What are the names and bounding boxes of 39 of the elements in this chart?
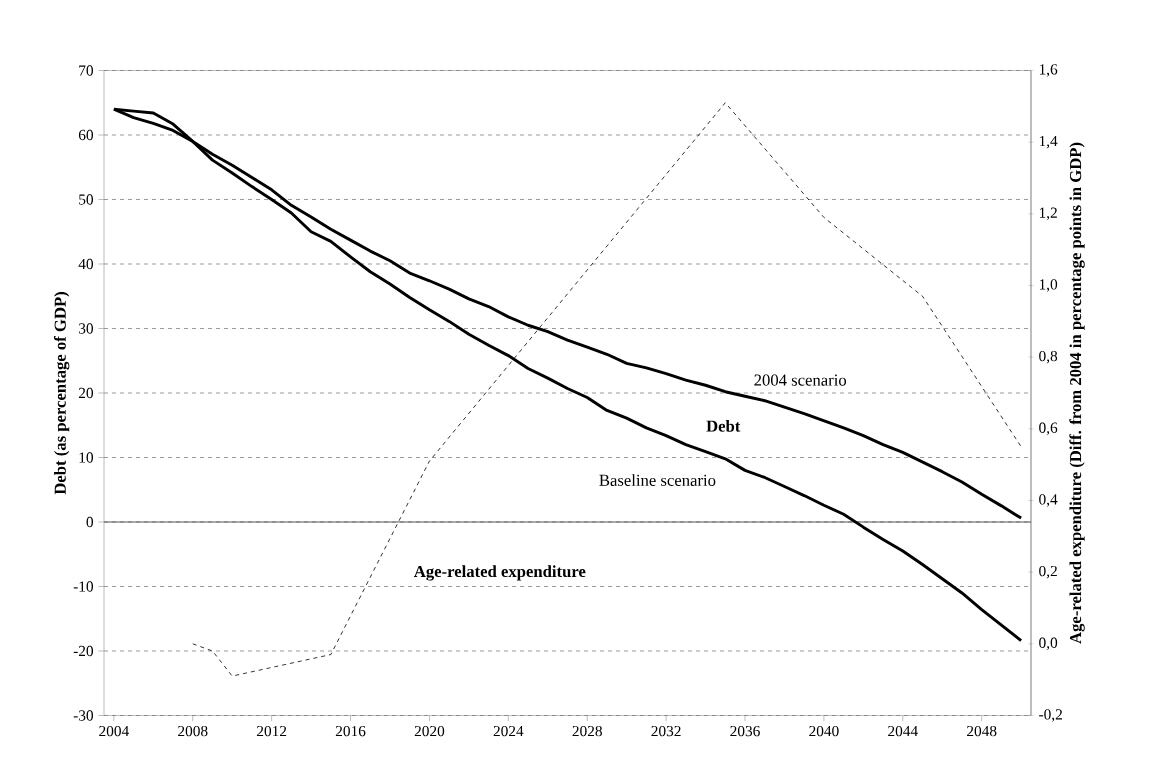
- x-tick-label: 2016: [335, 725, 366, 737]
- y-tick-label: -30: [73, 710, 94, 721]
- y-tick-label: 60: [78, 129, 94, 141]
- y-tick-label: 70: [79, 65, 94, 76]
- x-tick-label: 2024: [493, 725, 524, 737]
- x-tick-label: 2036: [730, 725, 760, 737]
- y-tick-label: 0: [86, 516, 94, 528]
- y-tick-label: -10: [73, 581, 94, 592]
- y-tick-label: -20: [73, 645, 94, 657]
- x-tick-label: 2020: [414, 725, 445, 737]
- y-tick-label: 50: [79, 194, 94, 205]
- y2-tick-label: 0,2: [1039, 565, 1057, 579]
- y2-tick-label: 1,6: [1039, 64, 1058, 77]
- y2-tick-label: 0,4: [1039, 494, 1058, 507]
- y2-tick-label: 0,6: [1039, 422, 1058, 436]
- x-tick-label: 2008: [178, 725, 208, 737]
- annotation: Debt: [706, 420, 741, 432]
- x-tick-label: 2048: [967, 725, 997, 737]
- y2-tick-label: 1,4: [1039, 135, 1058, 149]
- y-tick-label: 20: [78, 387, 94, 399]
- x-tick-label: 2044: [888, 725, 918, 737]
- y-tick-label: 40: [78, 258, 94, 270]
- y2-tick-label: 0,0: [1039, 637, 1058, 651]
- y-tick-label: 10: [79, 452, 94, 463]
- y2-tick-label: 1,0: [1039, 279, 1058, 292]
- series-label: Baseline scenario: [599, 474, 716, 486]
- text: Age-related expenditure: [413, 565, 586, 581]
- x-tick-label: 2012: [256, 725, 287, 737]
- x-tick-label: 2040: [809, 725, 839, 737]
- y2-tick-label: -0,2: [1039, 709, 1062, 722]
- y2-tick-label: 0,8: [1039, 350, 1058, 364]
- y-tick-label: 30: [79, 323, 94, 334]
- x-tick-label: 2004: [99, 725, 129, 737]
- x-tick-label: 2032: [651, 725, 681, 737]
- y-axis-title: Debt (as percentage of GDP): [53, 292, 70, 495]
- series-label: 2004 scenario: [754, 374, 847, 386]
- x-tick-label: 2028: [572, 725, 602, 737]
- y2-axis-title: Age-related expenditure (Diff. from 2004 in percentage points in GDP): [1069, 142, 1085, 644]
- y2-tick-label: 1,2: [1039, 207, 1057, 221]
